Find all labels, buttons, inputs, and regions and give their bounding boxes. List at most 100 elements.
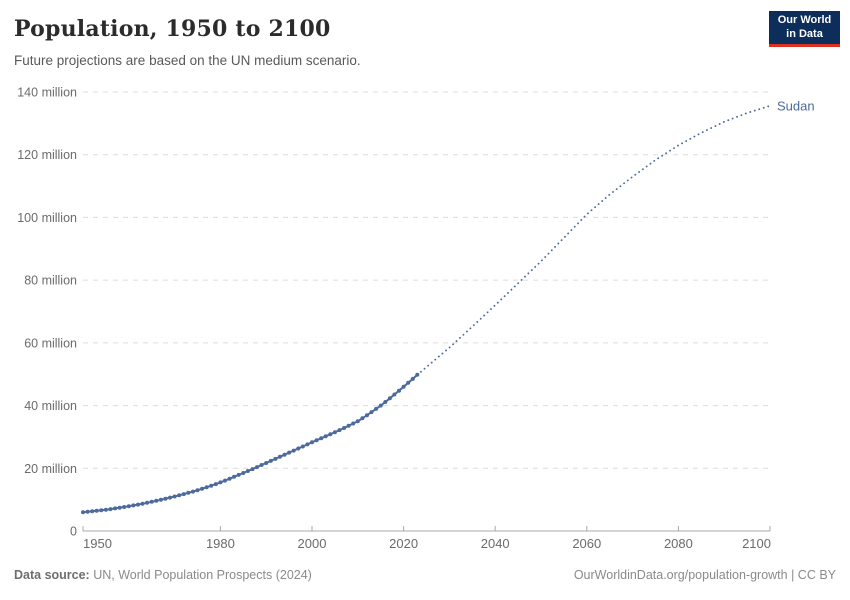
data-point-marker bbox=[369, 410, 374, 415]
data-point-marker bbox=[397, 388, 401, 393]
data-point-marker bbox=[255, 465, 259, 470]
data-point-marker bbox=[305, 442, 310, 447]
data-point-marker bbox=[337, 428, 342, 433]
y-axis-tick-label: 140 million bbox=[17, 86, 77, 100]
data-source-value: UN, World Population Prospects (2024) bbox=[93, 568, 312, 582]
owid-logo[interactable]: Our World in Data bbox=[769, 11, 840, 47]
data-point-marker bbox=[314, 438, 319, 443]
data-point-marker bbox=[346, 423, 351, 428]
data-point-marker bbox=[85, 509, 90, 514]
x-axis-tick-label: 2100 bbox=[742, 536, 771, 551]
y-axis-tick-label: 100 million bbox=[17, 211, 77, 225]
data-point-marker bbox=[323, 434, 328, 439]
data-point-marker bbox=[209, 483, 214, 488]
data-point-marker bbox=[287, 450, 292, 455]
data-source-label: Data source: bbox=[14, 568, 90, 582]
data-point-marker bbox=[378, 403, 383, 408]
data-point-marker bbox=[387, 396, 392, 401]
data-point-marker bbox=[406, 380, 411, 385]
data-point-marker bbox=[200, 486, 205, 491]
data-point-marker bbox=[186, 490, 191, 495]
data-point-marker bbox=[204, 485, 209, 490]
data-point-marker bbox=[282, 452, 287, 457]
data-point-marker bbox=[163, 496, 168, 501]
data-point-marker bbox=[145, 500, 150, 505]
data-point-marker bbox=[122, 505, 127, 509]
data-point-marker bbox=[277, 454, 282, 459]
data-point-marker bbox=[310, 440, 314, 445]
owid-logo-line1: Our World bbox=[777, 13, 832, 26]
chart-subtitle: Future projections are based on the UN m… bbox=[14, 53, 361, 68]
data-point-marker bbox=[250, 467, 255, 472]
data-point-marker bbox=[410, 376, 415, 381]
data-point-marker bbox=[241, 471, 246, 475]
data-point-marker bbox=[140, 501, 145, 506]
data-point-marker bbox=[90, 509, 95, 514]
data-source-note: Data source: UN, World Population Prospe… bbox=[14, 568, 312, 582]
data-point-marker bbox=[351, 421, 356, 426]
data-point-marker bbox=[319, 436, 324, 441]
data-point-marker bbox=[149, 499, 154, 504]
data-point-marker bbox=[291, 448, 296, 453]
sudan-projection-line[interactable] bbox=[416, 104, 771, 376]
x-axis-tick-label: 2020 bbox=[389, 536, 418, 551]
data-point-marker bbox=[181, 492, 186, 497]
page-title: Population, 1950 to 2100 bbox=[14, 16, 331, 42]
data-point-marker bbox=[94, 508, 99, 513]
data-point-marker bbox=[117, 505, 122, 510]
data-point-marker bbox=[195, 488, 200, 493]
x-axis-tick-label: 2000 bbox=[298, 536, 327, 551]
data-point-marker bbox=[355, 419, 360, 424]
data-point-marker bbox=[131, 503, 136, 508]
data-point-marker bbox=[232, 474, 237, 479]
y-axis-tick-label: 40 million bbox=[24, 399, 77, 413]
y-axis-tick-label: 120 million bbox=[17, 148, 77, 162]
y-axis-tick-label: 0 bbox=[70, 525, 77, 539]
population-chart[interactable]: 0 20 million 40 million 60 million 80 millio… bbox=[0, 85, 850, 565]
x-axis-tick-label: 2060 bbox=[572, 536, 601, 551]
data-point-marker bbox=[168, 495, 172, 500]
data-point-marker bbox=[245, 469, 250, 473]
entity-label-sudan[interactable]: Sudan bbox=[777, 98, 815, 113]
data-point-marker bbox=[401, 384, 406, 389]
data-point-marker bbox=[259, 463, 264, 467]
data-point-marker bbox=[268, 458, 273, 463]
data-point-marker bbox=[374, 406, 379, 411]
data-point-marker bbox=[415, 372, 420, 377]
data-point-marker bbox=[177, 493, 182, 498]
data-point-marker bbox=[218, 480, 223, 485]
owid-logo-line2: in Data bbox=[786, 27, 823, 40]
y-axis-tick-label: 60 million bbox=[24, 336, 77, 350]
data-point-marker bbox=[154, 498, 159, 503]
data-point-marker bbox=[190, 489, 195, 494]
data-point-marker bbox=[108, 507, 113, 512]
x-axis-tick-label: 2040 bbox=[481, 536, 510, 551]
data-point-marker bbox=[296, 446, 301, 451]
data-point-marker bbox=[126, 504, 131, 509]
data-point-marker bbox=[113, 506, 118, 511]
sudan-historical-line[interactable] bbox=[82, 374, 418, 514]
y-axis-tick-label: 80 million bbox=[24, 274, 77, 288]
data-point-marker bbox=[342, 426, 347, 430]
data-point-marker bbox=[332, 430, 337, 435]
data-point-marker bbox=[360, 416, 365, 421]
data-point-marker bbox=[392, 392, 397, 397]
data-point-marker bbox=[236, 472, 241, 477]
data-point-marker bbox=[365, 413, 369, 418]
data-point-marker bbox=[328, 432, 333, 437]
owid-url-license-link[interactable]: OurWorldinData.org/population-growth | C… bbox=[573, 568, 836, 582]
data-point-marker bbox=[136, 502, 140, 507]
chart-footer: Data source: UN, World Population Prospe… bbox=[14, 568, 836, 582]
y-axis-tick-label: 20 million bbox=[24, 462, 77, 476]
data-point-marker bbox=[223, 478, 227, 483]
data-point-marker bbox=[172, 494, 177, 499]
x-axis-tick-label: 2080 bbox=[664, 536, 693, 551]
data-point-marker bbox=[103, 507, 108, 512]
data-point-marker bbox=[300, 444, 305, 449]
data-point-marker bbox=[264, 461, 269, 465]
data-point-marker bbox=[273, 456, 278, 461]
data-point-marker bbox=[213, 482, 218, 487]
x-axis-tick-label: 1980 bbox=[206, 536, 235, 551]
data-point-marker bbox=[99, 508, 104, 513]
